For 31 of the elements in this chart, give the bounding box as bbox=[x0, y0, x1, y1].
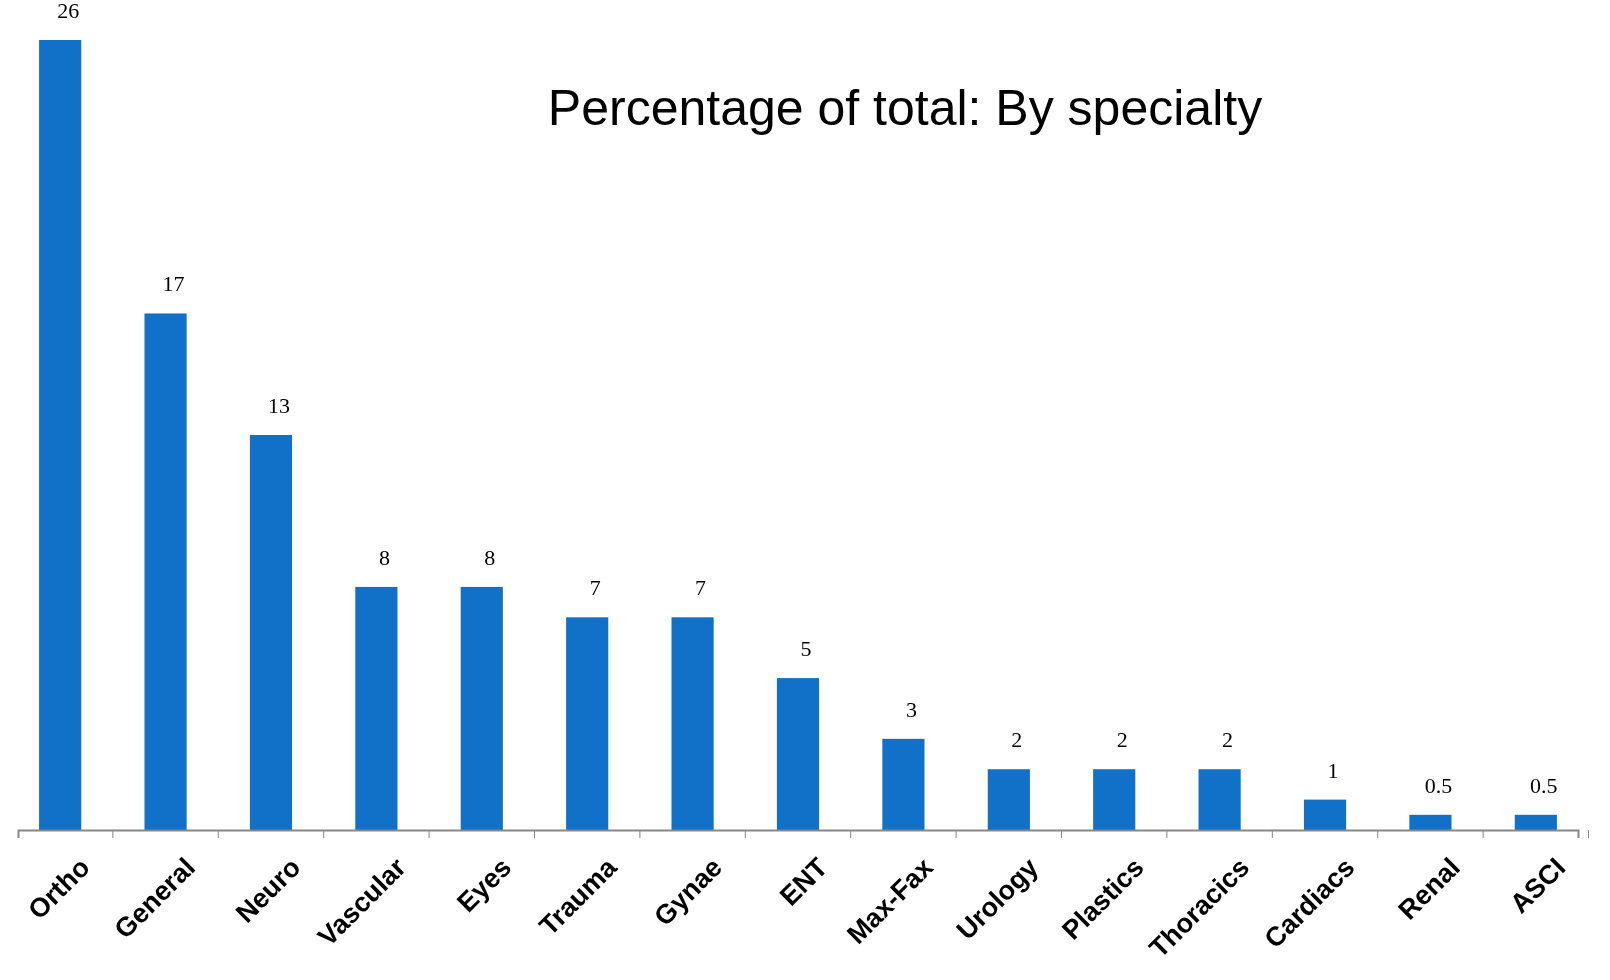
bar bbox=[1093, 769, 1136, 830]
bar bbox=[39, 40, 82, 830]
data-label: 2 bbox=[1011, 727, 1023, 753]
bar bbox=[249, 435, 293, 830]
data-label: 8 bbox=[378, 544, 390, 570]
bar bbox=[776, 678, 820, 830]
bar bbox=[355, 586, 398, 830]
data-label: 5 bbox=[800, 636, 812, 662]
text: Percentage of total: By specialty bbox=[547, 80, 1263, 136]
data-label: 17 bbox=[162, 271, 185, 297]
data-label: 2 bbox=[1116, 727, 1128, 753]
bar bbox=[460, 586, 503, 830]
data-label: 7 bbox=[589, 575, 601, 601]
data-label: 1 bbox=[1327, 757, 1339, 783]
data-label: 13 bbox=[267, 393, 290, 418]
bar bbox=[144, 313, 187, 830]
data-label: 26 bbox=[57, 0, 80, 23]
bar bbox=[1198, 769, 1241, 830]
data-label: 0.5 bbox=[1424, 772, 1453, 798]
bar bbox=[566, 617, 609, 830]
bar bbox=[671, 617, 714, 830]
data-label: 7 bbox=[695, 575, 707, 601]
bar bbox=[882, 738, 925, 830]
data-label: 2 bbox=[1222, 727, 1234, 753]
bar bbox=[1409, 814, 1452, 830]
data-label: 0.5 bbox=[1530, 772, 1558, 798]
bar bbox=[1303, 799, 1347, 830]
data-label: 8 bbox=[484, 544, 496, 570]
data-label: 3 bbox=[905, 696, 917, 722]
bar bbox=[1514, 814, 1557, 830]
bar bbox=[987, 769, 1030, 830]
